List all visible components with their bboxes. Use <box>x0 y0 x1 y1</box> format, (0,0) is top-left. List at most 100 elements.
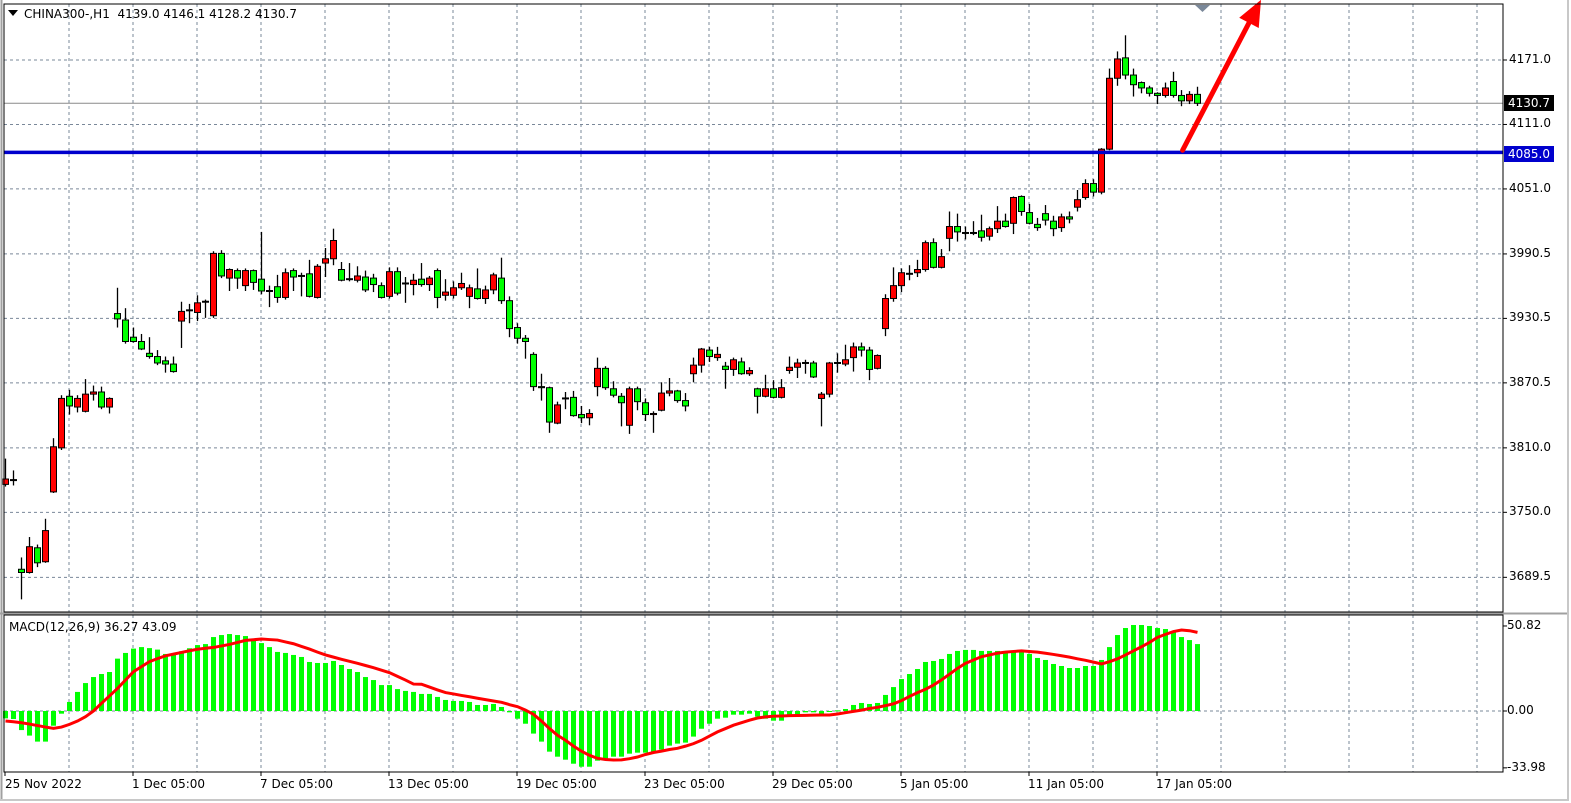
macd-histogram-bar <box>467 701 472 711</box>
ohlc-low: 4128.2 <box>209 7 252 21</box>
candle-body <box>746 370 753 375</box>
candle-body <box>594 367 601 388</box>
macd-histogram-bar <box>851 704 856 711</box>
dropdown-triangle-icon[interactable] <box>8 10 18 16</box>
macd-histogram-bar <box>715 711 720 719</box>
macd-histogram-bar <box>939 658 944 711</box>
macd-histogram-bar <box>1107 647 1112 711</box>
macd-histogram-bar <box>307 661 312 711</box>
candle-body <box>170 363 177 373</box>
macd-histogram-bar <box>835 710 840 712</box>
candle-body <box>106 397 113 408</box>
candle-body <box>338 269 345 281</box>
candle-body <box>1130 74 1137 86</box>
macd-histogram-bar <box>355 672 360 711</box>
candle-body <box>1002 220 1009 228</box>
candle-body <box>394 271 401 294</box>
macd-histogram-bar <box>275 651 280 711</box>
symbol-timeframe: CHINA300-,H1 <box>24 7 110 21</box>
price-axis-label: 4051.0 <box>1509 180 1551 195</box>
macd-histogram-bar <box>611 711 616 757</box>
macd-histogram-bar <box>539 711 544 742</box>
macd-histogram-bar <box>547 711 552 752</box>
macd-histogram-bar <box>299 656 304 711</box>
macd-histogram-bar <box>195 645 200 711</box>
macd-histogram-bar <box>899 679 904 711</box>
candle-body <box>818 393 825 399</box>
candle-body <box>354 275 361 281</box>
macd-histogram-bar <box>499 706 504 711</box>
macd-histogram-bar <box>67 701 72 711</box>
macd-histogram-bar <box>1019 651 1024 711</box>
macd-histogram-bar <box>571 711 576 764</box>
macd-histogram-bar <box>675 711 680 744</box>
macd-histogram-bar <box>1147 626 1152 711</box>
macd-histogram-bar <box>283 652 288 711</box>
macd-histogram-bar <box>1059 665 1064 711</box>
macd-histogram-bar <box>963 649 968 711</box>
macd-histogram-bar <box>667 711 672 746</box>
macd-histogram-bar <box>1195 644 1200 711</box>
macd-histogram-bar <box>1099 659 1104 711</box>
price-axis-label: 3930.5 <box>1509 310 1551 325</box>
candle-body <box>978 230 985 238</box>
macd-histogram-bar <box>955 650 960 711</box>
candle-body <box>418 278 425 286</box>
current-price-tag: 4130.7 <box>1504 95 1554 111</box>
macd-histogram-bar <box>91 677 96 711</box>
macd-histogram-bar <box>3 711 8 719</box>
candle-body <box>1010 197 1017 224</box>
candle-body <box>994 220 1001 230</box>
macd-histogram-bar <box>1139 625 1144 711</box>
candle-body <box>930 242 937 268</box>
arrow-shaft <box>1180 20 1252 153</box>
candle-body <box>1138 82 1145 89</box>
macd-histogram-bar <box>187 648 192 711</box>
macd-histogram-bar <box>1035 657 1040 711</box>
candle-body <box>850 346 857 359</box>
candle-body <box>554 404 561 424</box>
candle-body <box>442 291 449 296</box>
candle-body <box>666 390 673 394</box>
macd-axis-label: -33.98 <box>1507 759 1546 774</box>
candle-body <box>410 279 417 286</box>
chart-header: CHINA300-,H1 4139.0 4146.1 4128.2 4130.7 <box>8 7 297 21</box>
candle-body <box>698 348 705 366</box>
macd-histogram-bar <box>995 650 1000 711</box>
macd-histogram-bar <box>1051 663 1056 711</box>
candle-body <box>898 272 905 287</box>
time-axis-label: 11 Jan 05:00 <box>1028 777 1104 791</box>
macd-histogram-bar <box>1083 665 1088 711</box>
macd-histogram-bar <box>75 691 80 711</box>
candle-body <box>1106 77 1113 150</box>
macd-histogram-bar <box>387 685 392 711</box>
candle-body <box>1178 94 1185 102</box>
macd-histogram-bar <box>179 651 184 711</box>
macd-histogram-bar <box>339 664 344 711</box>
candle-body <box>1026 212 1033 224</box>
macd-histogram-bar <box>131 648 136 711</box>
candle-body <box>954 226 961 233</box>
macd-histogram-bar <box>699 711 704 729</box>
macd-histogram-bar <box>915 669 920 711</box>
candle-body <box>722 365 729 370</box>
candle-body <box>922 242 929 271</box>
macd-histogram-bar <box>491 703 496 711</box>
macd-histogram-bar <box>435 696 440 711</box>
candle-body <box>58 397 65 449</box>
macd-histogram-bar <box>1131 625 1136 711</box>
macd-histogram-bar <box>1067 668 1072 711</box>
macd-histogram-bar <box>51 711 56 726</box>
macd-histogram-bar <box>235 635 240 711</box>
candle-body <box>450 287 457 296</box>
macd-histogram-bar <box>251 640 256 711</box>
candle-body <box>154 356 161 364</box>
macd-axis-label: 0.00 <box>1507 703 1534 717</box>
macd-histogram-bar <box>427 693 432 711</box>
macd-histogram-bar <box>907 674 912 711</box>
candle-body <box>1090 183 1097 193</box>
macd-histogram-bar <box>1187 640 1192 711</box>
macd-histogram-bar <box>411 691 416 711</box>
candle-body <box>226 269 233 279</box>
